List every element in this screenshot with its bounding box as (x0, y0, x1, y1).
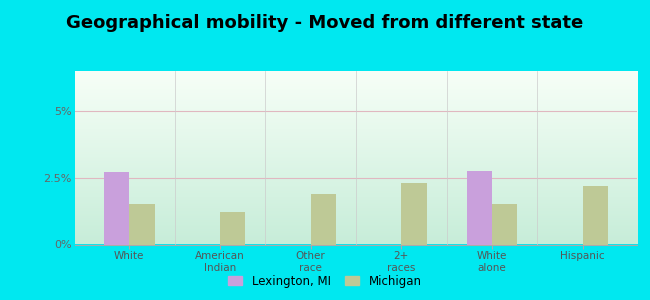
Bar (467, 171, 492, 244)
Legend: Lexington, MI, Michigan: Lexington, MI, Michigan (225, 271, 425, 291)
Bar (401, 183, 426, 244)
Bar (220, 212, 245, 244)
Bar (129, 204, 155, 244)
Bar (492, 204, 517, 244)
Text: Geographical mobility - Moved from different state: Geographical mobility - Moved from diffe… (66, 14, 584, 32)
Bar (311, 194, 336, 244)
Bar (104, 172, 129, 244)
Bar (582, 186, 608, 244)
